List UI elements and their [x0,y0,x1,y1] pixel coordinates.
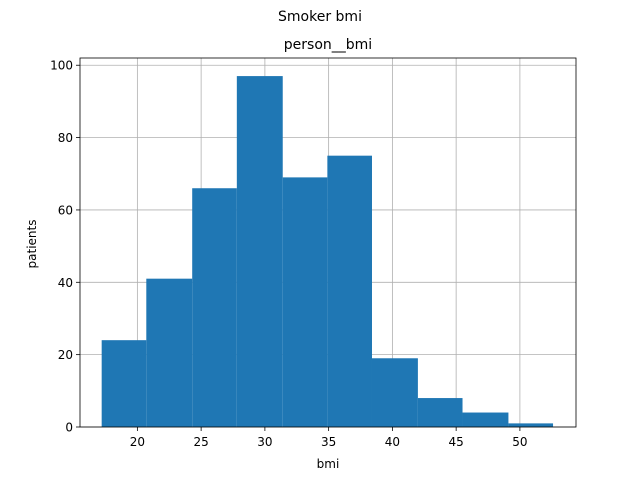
x-tick-label: 30 [257,435,272,449]
plot-border [79,57,577,428]
y-axis-label: patients [25,220,39,269]
x-tick-label: 25 [193,435,208,449]
histogram-bar [101,340,147,427]
x-tick-label: 50 [512,435,527,449]
histogram-bar [327,155,372,428]
histogram-bars [101,76,554,428]
x-tick-label: 20 [130,435,145,449]
histogram-bar [282,177,328,427]
histogram-bar [462,412,509,427]
x-axis-label: bmi [317,457,340,471]
y-axis-ticks: 0 20 40 60 80 100 [50,59,80,435]
y-tick-label: 60 [58,203,73,217]
axes-title: person__bmi [284,37,372,53]
y-tick-label: 40 [58,276,73,290]
x-axis-ticks: 20 25 30 35 40 45 50 [130,427,528,449]
x-tick-label: 45 [449,435,464,449]
histogram-bar [146,278,193,427]
x-tick-label: 40 [385,435,400,449]
x-tick-label: 35 [321,435,336,449]
y-tick-label: 0 [65,421,73,435]
histogram-bar [417,398,463,427]
axes-frame [79,57,577,428]
histogram-bar [371,358,418,427]
y-tick-label: 80 [58,131,73,145]
histogram-bar [236,76,283,428]
histogram-bar [192,188,237,427]
figure-suptitle: Smoker bmi [278,9,362,25]
histogram-bar [508,423,554,427]
y-tick-label: 100 [50,59,73,73]
y-tick-label: 20 [58,348,73,362]
